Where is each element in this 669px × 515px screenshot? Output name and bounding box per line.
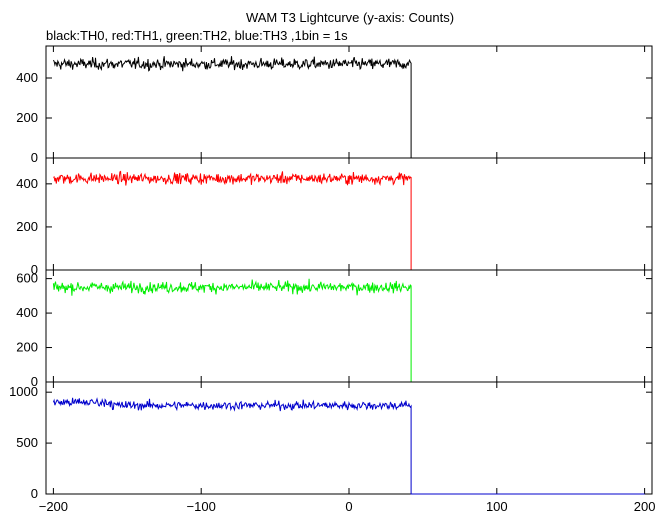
y-tick-label-TH1: 400 <box>16 176 38 191</box>
y-tick-label-TH0: 0 <box>31 150 38 165</box>
chart-title: WAM T3 Lightcurve (y-axis: Counts) <box>246 10 454 25</box>
y-tick-label-TH3: 0 <box>31 486 38 501</box>
panel-frame-TH1 <box>45 157 653 271</box>
y-tick-label-TH1: 200 <box>16 219 38 234</box>
x-tick-label: −100 <box>187 499 216 514</box>
y-tick-label-TH3: 1000 <box>9 384 38 399</box>
y-tick-label-TH3: 500 <box>16 435 38 450</box>
x-tick-label: 200 <box>634 499 656 514</box>
series-line-TH0 <box>52 56 645 159</box>
panel-frame-TH3 <box>45 381 653 495</box>
x-tick-label: 100 <box>486 499 508 514</box>
y-tick-label-TH0: 200 <box>16 110 38 125</box>
x-tick-label: 0 <box>345 499 352 514</box>
series-line-TH2 <box>52 278 645 383</box>
y-tick-label-TH1: 0 <box>31 262 38 277</box>
y-tick-label-TH2: 600 <box>16 271 38 286</box>
y-tick-label-TH2: 400 <box>16 305 38 320</box>
y-tick-label-TH2: 0 <box>31 374 38 389</box>
y-tick-label-TH2: 200 <box>16 340 38 355</box>
x-tick-label: −200 <box>39 499 68 514</box>
series-line-TH3 <box>52 397 645 495</box>
series-line-TH1 <box>53 170 645 271</box>
y-tick-label-TH0: 400 <box>16 70 38 85</box>
chart-subtitle: black:TH0, red:TH1, green:TH2, blue:TH3 … <box>46 28 348 43</box>
